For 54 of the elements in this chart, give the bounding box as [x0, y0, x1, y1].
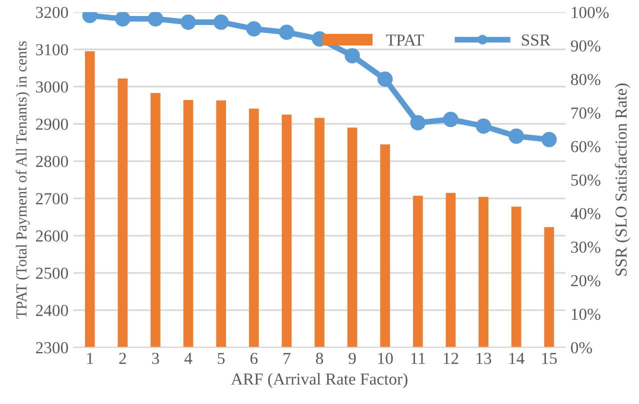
y-tick-label: 3200: [36, 6, 68, 18]
y-tick-label: 2300: [36, 342, 68, 354]
y2-tick-label: 0%: [571, 342, 592, 354]
y2-tick-label: 60%: [571, 140, 600, 152]
x-tick-label: 5: [218, 352, 225, 364]
point: [344, 48, 360, 64]
x-tick-label: 11: [411, 352, 425, 364]
point: [377, 72, 393, 87]
point: [246, 21, 262, 37]
legend-label: TPAT: [386, 34, 424, 46]
x-tick-label: 1: [87, 352, 94, 364]
x-tick-label: 10: [378, 352, 393, 364]
y-tick-label: 2900: [36, 118, 68, 130]
x-tick-label: 9: [348, 352, 356, 364]
point: [508, 128, 524, 144]
y2-tick-label: 70%: [571, 107, 600, 119]
x-tick-label: 13: [476, 352, 492, 364]
x-tick-label: 4: [184, 352, 192, 364]
point: [213, 14, 229, 30]
y-tick-label: 2400: [36, 304, 68, 316]
point: [279, 24, 294, 40]
point: [476, 118, 492, 134]
x-tick-label: 12: [444, 352, 458, 364]
y-tick-label: 2600: [36, 230, 68, 242]
y2-axis-title: SSR (SLO Satisfaction Rate): [614, 84, 630, 276]
y-tick-label: 3100: [36, 44, 68, 56]
y2-tick-label: 80%: [571, 74, 600, 86]
x-tick-label: 2: [119, 352, 126, 364]
y2-tick-label: 50%: [571, 174, 600, 186]
x-tick-label: 14: [509, 352, 524, 364]
legend-label: SSR: [522, 34, 550, 46]
y-tick-label: 3000: [36, 81, 68, 93]
point: [443, 112, 458, 128]
y2-tick-label: 30%: [571, 242, 600, 253]
x-tick-label: 15: [542, 352, 557, 364]
y2-tick-label: 20%: [571, 275, 600, 286]
y-axis-title: TPAT (Total Payment of All Tenants) in cents: [16, 41, 30, 319]
x-tick-label: 6: [250, 352, 258, 364]
x-tick-label: 3: [152, 352, 160, 364]
y2-tick-label: 40%: [570, 208, 600, 220]
point: [541, 132, 557, 148]
y-tick-label: 2500: [36, 268, 68, 279]
x-tick-label: 8: [316, 352, 324, 364]
point: [180, 14, 196, 30]
y2-tick-label: 90%: [570, 40, 600, 52]
y2-tick-label: 10%: [572, 308, 600, 320]
y2-tick-label: 100%: [572, 6, 609, 18]
x-axis-title: ARF (Arrival Rate Factor): [231, 372, 408, 388]
point: [410, 115, 426, 130]
point: [115, 12, 130, 26]
point: [148, 12, 164, 26]
x-tick-label: 7: [284, 352, 290, 364]
y-tick-label: 2700: [36, 193, 68, 204]
y-tick-label: 2800: [36, 156, 68, 168]
